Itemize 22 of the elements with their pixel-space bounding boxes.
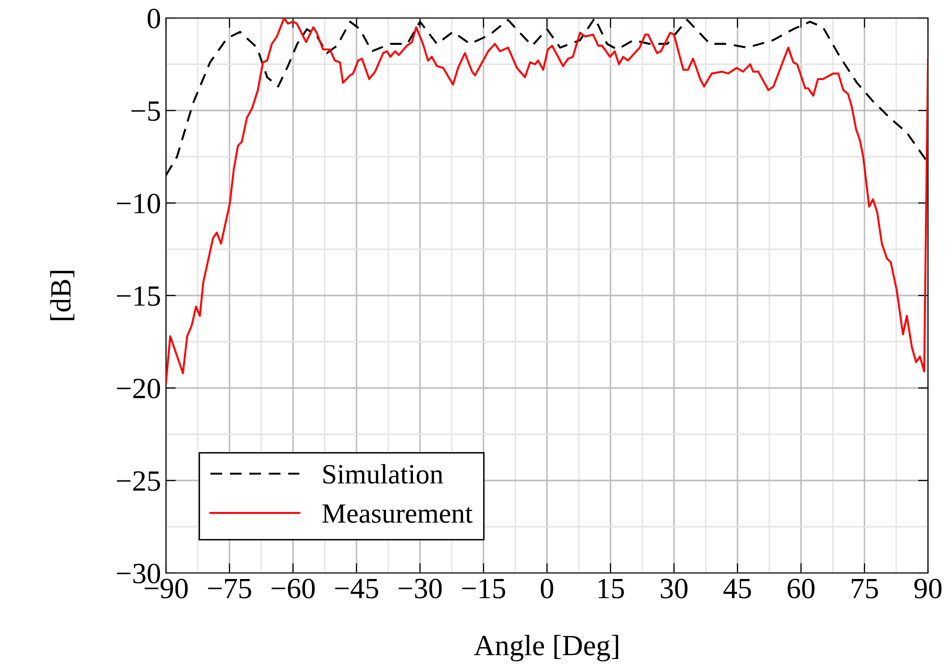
y-tick-label: 0	[148, 8, 160, 28]
x-tick-label: 75	[852, 579, 878, 598]
y-tick-label: −25	[116, 471, 160, 491]
x-tick-label: −45	[335, 578, 378, 598]
y-axis-title: [dB]	[50, 270, 74, 320]
x-tick-label: −30	[398, 578, 442, 598]
x-tick-label: −15	[462, 578, 506, 598]
y-tick-label: −10	[116, 194, 160, 214]
x-tick-label: −60	[272, 578, 315, 598]
x-tick-label: 90	[914, 578, 942, 598]
y-tick-label: −5	[132, 102, 160, 121]
x-tick-label: 0	[540, 578, 554, 598]
x-tick-label: −75	[208, 579, 252, 598]
x-tick-label: 45	[723, 578, 751, 598]
legend-label: Simulation	[323, 464, 444, 484]
x-axis-title: Angle [Deg]	[474, 634, 618, 662]
x-tick-label: 60	[788, 578, 814, 598]
legend-label: Measurement	[322, 504, 473, 523]
x-tick-label: 30	[660, 578, 688, 598]
y-tick-label: −20	[116, 378, 160, 398]
y-tick-label: −15	[116, 286, 160, 306]
x-tick-label: 15	[598, 578, 624, 598]
